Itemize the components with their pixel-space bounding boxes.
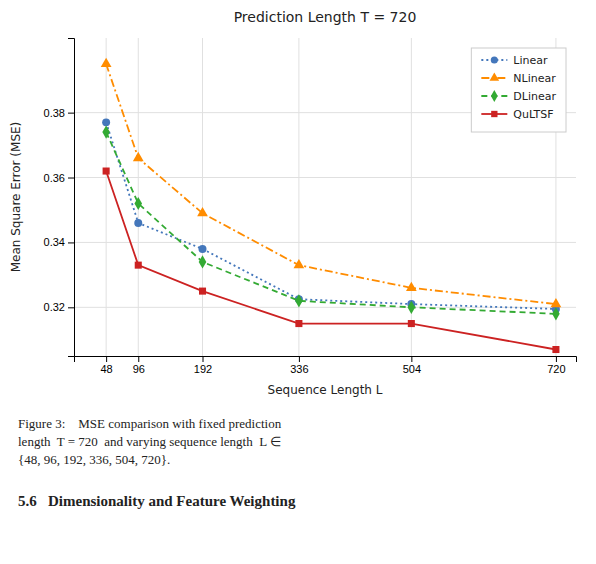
legend-label: NLinear: [513, 72, 556, 85]
y-tick-mark: [68, 242, 74, 243]
y-tick-label: 0.34: [44, 236, 65, 248]
point: [199, 245, 207, 253]
y-tick: 0.38: [44, 107, 74, 119]
series-line: [106, 171, 556, 349]
series-line: [106, 132, 556, 314]
y-tick-mark: [68, 113, 74, 114]
x-tick-label: 48: [101, 363, 113, 375]
point: [295, 320, 302, 327]
point: [552, 307, 560, 320]
series: [101, 58, 562, 307]
y-tick: 0.32: [44, 301, 74, 313]
caption-line: {48, 96, 192, 336, 504, 720}.: [18, 452, 170, 467]
y-tick-label: 0.32: [44, 301, 65, 313]
y-tick-label: 0.38: [44, 107, 65, 119]
series-line: [106, 122, 556, 309]
x-tick-mark: [203, 356, 204, 362]
point: [199, 255, 207, 268]
x-axis: 48 96 192 336 504 720: [75, 356, 577, 375]
x-tick: 96: [133, 356, 145, 375]
point: [294, 259, 305, 268]
point: [408, 320, 415, 327]
x-tick-mark: [556, 356, 557, 362]
legend-entry: NLinear: [481, 72, 556, 85]
point: [134, 197, 142, 210]
x-tick: 504: [403, 356, 421, 375]
y-tick-mark: [68, 307, 74, 308]
point: [408, 301, 416, 314]
x-tick-mark: [106, 356, 107, 362]
x-tick-label: 504: [403, 363, 421, 375]
x-tick-mark: [299, 356, 300, 362]
legend-box: [471, 48, 566, 132]
point: [295, 294, 303, 307]
chart: 48 96 192 336 504 720 0.32 0.34 0.36 0.38 Linear NL…: [0, 0, 596, 564]
x-tick-label: 720: [547, 363, 565, 375]
y-tick-mark: [68, 178, 74, 179]
x-grid-line: [202, 38, 203, 356]
point: [551, 298, 562, 307]
legend-label: QuLTSF: [513, 108, 553, 121]
point: [133, 152, 144, 161]
y-axis: 0.32 0.34 0.36 0.38: [44, 39, 75, 357]
x-tick-label: 96: [133, 363, 145, 375]
y-tick: 0.36: [44, 172, 74, 184]
legend-marker: [491, 111, 497, 117]
x-tick: 336: [290, 356, 308, 375]
y-axis-title: Mean Square Error (MSE): [9, 122, 23, 273]
x-tick-mark: [138, 356, 139, 362]
legend-marker: [491, 56, 498, 63]
y-axis-line: [68, 39, 75, 357]
y-grid-line: [74, 242, 576, 243]
legend-label: DLinear: [513, 90, 556, 103]
series: [103, 168, 560, 354]
series: [102, 118, 560, 313]
section-header: 5.6 Dimensionality and Feature Weighting: [18, 493, 296, 509]
x-grid-line: [106, 38, 107, 356]
point: [102, 118, 110, 126]
point: [197, 207, 208, 216]
legend-label: Linear: [513, 54, 548, 67]
x-tick: 720: [547, 356, 565, 375]
y-grid-line: [74, 177, 576, 178]
series: [102, 126, 559, 321]
x-axis-title: Sequence Length L: [268, 383, 383, 397]
x-tick-label: 192: [194, 363, 212, 375]
y-tick-label: 0.36: [44, 172, 65, 184]
caption-line: length T = 720 and varying sequence leng…: [18, 434, 281, 449]
point: [134, 219, 142, 227]
point: [552, 346, 559, 353]
x-tick-mark: [411, 356, 412, 362]
x-grid-line: [298, 38, 299, 356]
title: Prediction Length T = 720: [234, 9, 417, 25]
caption-line: Figure 3: MSE comparison with fixed pred…: [18, 416, 282, 431]
x-tick: 192: [194, 356, 212, 375]
x-axis-line: [75, 357, 577, 363]
legend-entry: Linear: [481, 54, 548, 67]
grid: [74, 38, 576, 356]
plot-area: 48 96 192 336 504 720 0.32 0.34 0.36 0.38 Linear NL…: [44, 38, 577, 375]
legend-entry: DLinear: [481, 90, 556, 103]
point: [102, 126, 110, 139]
legend-marker: [490, 72, 500, 80]
legend-entry: QuLTSF: [481, 108, 553, 121]
y-tick: 0.34: [44, 236, 74, 248]
x-tick: 48: [101, 356, 113, 375]
point: [103, 168, 110, 175]
point: [101, 58, 112, 67]
point: [199, 288, 206, 295]
legend-marker: [491, 90, 498, 102]
point: [406, 282, 417, 291]
legend: Linear NLinear DLinear QuLTSF: [471, 48, 566, 132]
x-tick-label: 336: [290, 363, 308, 375]
point: [135, 262, 142, 269]
